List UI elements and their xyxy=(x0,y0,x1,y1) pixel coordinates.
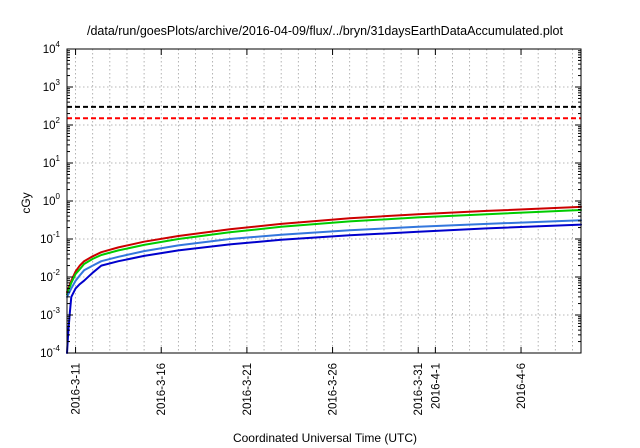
tick-layer xyxy=(67,48,581,354)
x-tick-label: 2016-3-31 xyxy=(413,363,425,415)
y-tick-label: 101 xyxy=(43,154,61,170)
x-tick-label: 2016-3-26 xyxy=(328,363,340,415)
y-axis-label: cGy xyxy=(19,192,33,213)
grid-layer xyxy=(67,49,581,353)
series-line xyxy=(66,205,582,294)
series-line xyxy=(66,219,582,298)
x-tick-label: 2016-3-21 xyxy=(242,363,254,415)
y-tick-label: 10-3 xyxy=(40,306,60,322)
x-axis-label: Coordinated Universal Time (UTC) xyxy=(233,431,417,445)
x-tick-labels: 2016-3-11 2016-3-16 2016-3-21 2016-3-26 2016… xyxy=(71,363,528,415)
reference-lines xyxy=(67,105,581,120)
x-tick-label: 2016-3-11 xyxy=(71,363,83,415)
chart-title: /data/run/goesPlots/archive/2016-04-09/f… xyxy=(87,24,563,38)
series-line xyxy=(66,223,582,354)
y-tick-label: 102 xyxy=(43,116,61,132)
y-tick-label: 10-2 xyxy=(40,268,60,284)
series-line xyxy=(66,209,582,296)
y-tick-label: 10-4 xyxy=(40,344,60,360)
y-tick-label: 104 xyxy=(43,40,61,56)
y-tick-label: 10-1 xyxy=(40,230,60,246)
x-tick-label: 2016-3-16 xyxy=(156,363,168,415)
y-tick-label: 100 xyxy=(43,192,61,208)
x-tick-label: 2016-4-1 xyxy=(430,363,442,409)
x-tick-label: 2016-4-6 xyxy=(516,363,528,409)
y-tick-labels: 10-4 10-3 10-2 10-1 100 101 102 103 104 xyxy=(40,40,60,360)
series-layer xyxy=(66,205,582,354)
y-tick-label: 103 xyxy=(43,78,61,94)
